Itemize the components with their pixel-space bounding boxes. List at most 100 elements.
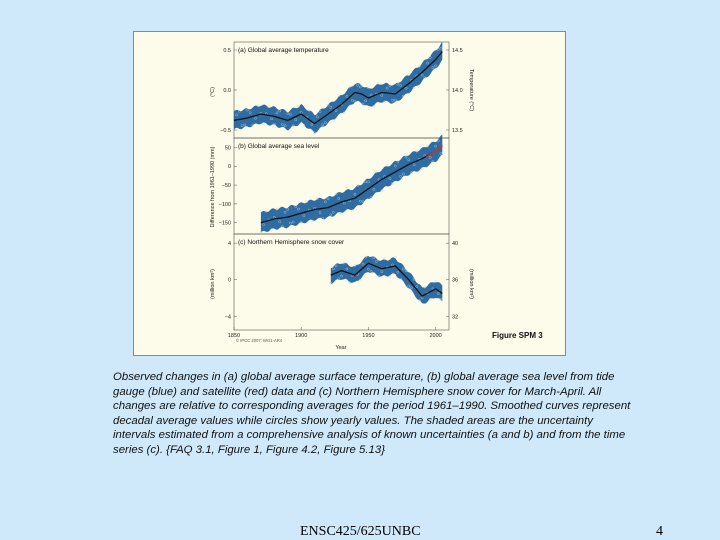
ytick-right-label: 36 <box>452 278 458 284</box>
yearly-point <box>286 207 290 211</box>
figure-caption: Observed changes in (a) global average s… <box>113 371 631 456</box>
yearly-point <box>439 46 443 50</box>
xtick-label: 1950 <box>362 333 374 339</box>
xtick-label: 2000 <box>429 333 441 339</box>
yearly-point <box>281 123 284 126</box>
yearly-point <box>404 155 408 159</box>
yearly-point <box>358 85 362 89</box>
xtick-label: 1850 <box>228 333 240 339</box>
yearly-point <box>321 123 324 127</box>
yearly-point <box>420 167 424 170</box>
uncertainty-band-1 <box>260 134 443 233</box>
ytick-label: 0.5 <box>223 48 231 54</box>
yearly-point <box>270 117 273 120</box>
yearly-point <box>385 86 389 90</box>
yearly-point <box>434 64 437 68</box>
satellite-curve <box>425 144 443 158</box>
yearly-point <box>345 187 349 190</box>
yearly-point <box>423 285 427 289</box>
yearly-point <box>350 209 354 213</box>
ytick-right-label: 14.0 <box>452 88 463 94</box>
yearly-point <box>275 207 279 211</box>
yearly-point <box>388 177 392 180</box>
yearly-point <box>415 285 419 288</box>
decadal-curve-0 <box>233 51 443 125</box>
yearly-point <box>399 277 402 281</box>
yearly-point <box>283 124 287 127</box>
yearly-point <box>367 267 370 271</box>
yearly-point <box>396 82 400 86</box>
yearly-point <box>375 260 378 263</box>
yearly-point <box>377 275 381 278</box>
yearly-point <box>270 228 273 231</box>
yearly-point <box>342 201 346 205</box>
yearly-point <box>396 270 400 274</box>
yearly-point <box>353 192 357 196</box>
yearly-point <box>348 85 351 89</box>
yearly-point <box>361 102 365 106</box>
yearly-point <box>334 264 338 268</box>
yearly-point <box>307 108 311 112</box>
yearly-point <box>353 263 357 267</box>
yearly-point <box>428 56 432 59</box>
yearly-point <box>246 108 249 112</box>
yearly-point <box>396 160 400 164</box>
panel-a-ylabel: (°C) <box>210 87 216 97</box>
yearly-point <box>324 200 327 204</box>
yearly-point <box>369 270 373 273</box>
yearly-point <box>318 211 322 214</box>
yearly-point <box>388 275 392 278</box>
yearly-point <box>393 98 397 102</box>
ytick-right-label: 14.5 <box>452 48 463 54</box>
yearly-point <box>259 231 263 234</box>
ytick-label: 50 <box>225 145 231 151</box>
yearly-point <box>364 255 367 259</box>
yearly-point <box>364 180 367 184</box>
yearly-point <box>369 196 373 199</box>
yearly-point <box>367 86 370 90</box>
slide-footer: ENSC425/625UNBC <box>300 524 421 539</box>
yearly-point <box>439 152 443 155</box>
yearly-point <box>332 210 335 214</box>
page-number: 4 <box>656 524 663 539</box>
yearly-point <box>267 105 271 109</box>
yearly-point <box>337 277 341 281</box>
yearly-point <box>391 99 394 102</box>
yearly-point <box>407 284 411 288</box>
yearly-point <box>315 115 319 118</box>
yearly-point <box>410 286 413 289</box>
yearly-point <box>353 99 357 103</box>
yearly-point <box>383 257 386 261</box>
ytick-right-label: 40 <box>452 241 458 247</box>
yearly-point <box>275 111 279 115</box>
yearly-point <box>345 95 349 98</box>
yearly-point <box>361 262 365 266</box>
yearly-point <box>372 105 376 108</box>
yearly-point <box>310 219 314 223</box>
yearly-point <box>388 84 392 87</box>
yearly-point <box>291 124 295 128</box>
ytick-label: −4 <box>225 314 231 320</box>
yearly-point <box>334 192 338 196</box>
yearly-point <box>372 256 376 260</box>
yearly-point <box>380 189 384 193</box>
yearly-point <box>337 94 341 97</box>
yearly-point <box>434 280 437 283</box>
yearly-point <box>367 180 370 184</box>
yearly-point <box>235 113 238 117</box>
yearly-point <box>380 94 384 97</box>
yearly-point <box>302 124 306 127</box>
yearly-point <box>401 172 405 176</box>
yearly-point <box>439 297 443 301</box>
yearly-point <box>372 188 376 191</box>
yearly-point <box>410 171 413 175</box>
yearly-point <box>281 225 284 228</box>
decadal-curve-2 <box>330 262 443 298</box>
yearly-point <box>345 267 349 271</box>
climate-change-figure: 0.50.0−0.514.514.013.5500−50−100−15040−4… <box>210 41 543 351</box>
yearly-point <box>436 139 440 143</box>
yearly-point <box>356 84 359 87</box>
yearly-point <box>412 163 416 166</box>
yearly-point <box>364 99 367 103</box>
yearly-point <box>313 131 316 135</box>
